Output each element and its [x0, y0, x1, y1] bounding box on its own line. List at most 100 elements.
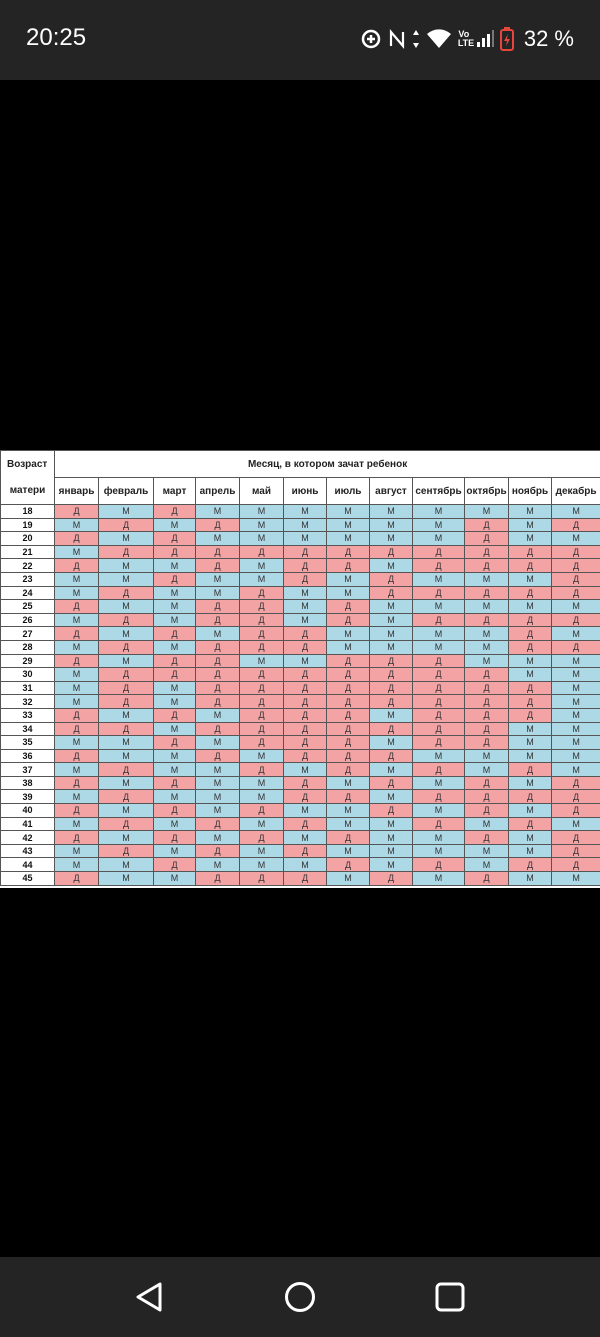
- gender-cell: М: [464, 504, 509, 519]
- gender-cell: М: [464, 762, 509, 777]
- gender-cell: М: [98, 626, 154, 641]
- month-header: октябрь: [464, 477, 509, 505]
- mother-age-cell: 35: [0, 735, 55, 750]
- gender-cell: Д: [369, 694, 413, 709]
- gender-cell: Д: [550, 830, 600, 845]
- gender-cell: Д: [369, 803, 413, 818]
- gender-cell: Д: [239, 707, 284, 723]
- gender-cell: Д: [195, 748, 240, 764]
- gender-cell: Д: [412, 585, 465, 601]
- nfc-icon: [388, 29, 406, 49]
- gender-cell: М: [153, 680, 196, 696]
- gender-cell: М: [195, 789, 240, 805]
- age-header-top: Возраст: [0, 450, 55, 478]
- gender-cell: М: [54, 762, 99, 777]
- battery-percent: 32 %: [523, 26, 574, 51]
- table-row: 26 М Д М Д Д М Д М Д Д Д Д: [0, 612, 600, 628]
- gender-cell: Д: [283, 871, 327, 886]
- table-row: 44 М М Д М М М Д М Д М Д Д: [0, 857, 600, 873]
- gender-cell: Д: [98, 843, 154, 859]
- gender-cell: М: [369, 857, 413, 873]
- gender-cell: Д: [239, 612, 284, 628]
- gender-cell: М: [369, 612, 413, 628]
- gender-cell: М: [283, 830, 327, 845]
- gender-cell: М: [508, 748, 552, 764]
- gender-cell: Д: [98, 544, 154, 560]
- table-row: 43 М Д М Д М Д М М М М М Д: [0, 843, 600, 859]
- table-row: 24 М Д М М Д М М Д Д Д Д Д: [0, 585, 600, 601]
- gender-cell: Д: [369, 775, 413, 791]
- mother-age-cell: 39: [0, 789, 55, 805]
- gender-cell: Д: [326, 857, 370, 873]
- gender-cell: Д: [550, 803, 600, 818]
- gender-cell: Д: [550, 517, 600, 533]
- table-row: 39 М Д М М М Д Д М Д Д Д Д: [0, 789, 600, 805]
- gender-cell: М: [369, 626, 413, 641]
- gender-cell: М: [283, 857, 327, 873]
- gender-cell: Д: [508, 544, 552, 560]
- gender-cell: М: [508, 667, 552, 682]
- gender-cell: Д: [239, 803, 284, 818]
- gender-cell: М: [54, 639, 99, 655]
- gender-cell: М: [195, 504, 240, 519]
- gender-cell: Д: [464, 721, 509, 737]
- gender-cell: Д: [412, 857, 465, 873]
- gender-cell: Д: [464, 558, 509, 573]
- gender-cell: Д: [550, 558, 600, 573]
- gender-cell: Д: [283, 721, 327, 737]
- battery-icon: [499, 27, 514, 51]
- gender-cell: Д: [153, 531, 196, 546]
- gender-cell: Д: [54, 626, 99, 641]
- data-arrows-icon: [412, 29, 420, 49]
- gender-cell: Д: [195, 612, 240, 628]
- gender-cell: М: [195, 585, 240, 601]
- gender-cell: М: [195, 531, 240, 546]
- gender-cell: М: [98, 803, 154, 818]
- back-button[interactable]: [132, 1279, 168, 1315]
- gender-cell: М: [326, 639, 370, 655]
- gender-cell: Д: [283, 748, 327, 764]
- gender-cell: Д: [195, 843, 240, 859]
- gender-cell: М: [54, 667, 99, 682]
- mother-age-cell: 37: [0, 762, 55, 777]
- gender-cell: М: [326, 517, 370, 533]
- table-row: 37 М Д М М Д М Д М Д М Д М: [0, 762, 600, 777]
- gender-cell: М: [153, 558, 196, 573]
- gender-cell: Д: [464, 871, 509, 886]
- gender-cell: М: [195, 626, 240, 641]
- gender-cell: М: [283, 762, 327, 777]
- gender-cell: М: [369, 789, 413, 805]
- gender-cell: М: [195, 571, 240, 587]
- gender-cell: Д: [326, 830, 370, 845]
- gender-cell: Д: [464, 544, 509, 560]
- gender-cell: Д: [54, 653, 99, 669]
- gender-cell: Д: [54, 748, 99, 764]
- gender-cell: Д: [239, 694, 284, 709]
- gender-cell: М: [550, 721, 600, 737]
- gender-cell: М: [98, 830, 154, 845]
- mother-age-cell: 30: [0, 667, 55, 682]
- gender-cell: Д: [239, 667, 284, 682]
- gender-cell: М: [153, 517, 196, 533]
- gender-cell: Д: [464, 803, 509, 818]
- gender-cell: М: [550, 735, 600, 750]
- gender-cell: М: [326, 816, 370, 832]
- table-row: 21 М Д Д Д Д Д Д Д Д Д Д Д: [0, 544, 600, 560]
- gender-cell: М: [98, 748, 154, 764]
- gender-cell: М: [550, 504, 600, 519]
- recents-button[interactable]: [432, 1279, 468, 1315]
- gender-cell: М: [98, 531, 154, 546]
- gender-cell: Д: [239, 544, 284, 560]
- status-bar: 20:25 Vo LTE 32 %: [0, 0, 600, 80]
- gender-cell: Д: [412, 558, 465, 573]
- home-button[interactable]: [282, 1279, 318, 1315]
- month-header: ноябрь: [508, 477, 552, 505]
- navigation-bar: [0, 1257, 600, 1337]
- signal-icon: [476, 30, 494, 48]
- gender-chart-image[interactable]: Возраст Месяц, в котором зачат ребенок м…: [0, 450, 600, 888]
- gender-cell: М: [550, 707, 600, 723]
- mother-age-cell: 38: [0, 775, 55, 791]
- gender-cell: М: [369, 531, 413, 546]
- gender-cell: Д: [153, 653, 196, 669]
- gender-cell: М: [412, 626, 465, 641]
